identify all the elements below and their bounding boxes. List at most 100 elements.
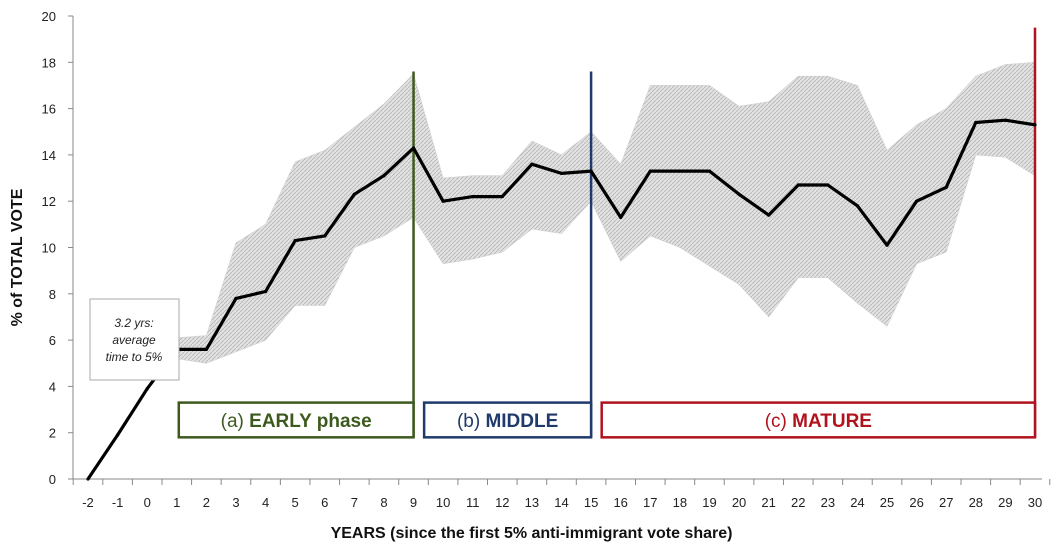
x-tick-label: 25: [880, 495, 894, 510]
phase-name: MATURE: [792, 411, 872, 432]
y-tick-label: 16: [42, 102, 56, 117]
data-point: [589, 169, 593, 173]
data-point: [1003, 118, 1008, 122]
y-tick-label: 2: [49, 426, 56, 441]
range-band-layer: [176, 61, 1036, 364]
data-point: [382, 174, 386, 178]
x-tick-label: 28: [969, 495, 983, 510]
x-tick-label: 10: [436, 495, 450, 510]
x-tick-label: 0: [144, 495, 151, 510]
data-point: [796, 183, 800, 187]
y-tick-label: 6: [49, 333, 56, 348]
data-point: [619, 215, 623, 220]
x-tick-label: 15: [584, 495, 598, 510]
series-line-layer: [86, 118, 1037, 481]
x-tick-label: 7: [351, 495, 358, 510]
data-point: [974, 120, 978, 125]
data-point: [885, 243, 889, 247]
y-tick-label: 14: [42, 148, 56, 163]
x-tick-label: 19: [702, 495, 716, 510]
x-tick-label: 21: [761, 495, 775, 510]
x-tick-label: 30: [1028, 495, 1042, 510]
phase-label: (a) EARLY phase: [221, 411, 372, 432]
data-point: [86, 477, 90, 481]
y-tick-label: 18: [42, 55, 56, 70]
data-point: [1033, 123, 1037, 127]
data-point: [441, 199, 445, 203]
data-point: [263, 289, 268, 294]
x-tick-label: -1: [112, 495, 124, 510]
annotation-layer: 3.2 yrs: average time to 5%: [89, 298, 180, 381]
annotation-line: 3.2 yrs:: [114, 316, 153, 330]
data-point: [648, 169, 652, 173]
x-tick-label: 13: [525, 495, 539, 510]
annotation-line: average: [112, 333, 156, 347]
data-point: [678, 169, 682, 173]
phase-name: MIDDLE: [485, 411, 558, 432]
data-point: [737, 192, 741, 196]
x-axis-title: YEARS (since the first 5% anti-immigrant…: [331, 525, 733, 542]
phase-letter: (b): [457, 411, 486, 432]
data-point: [944, 185, 948, 189]
phase-box: [177, 401, 415, 439]
data-point: [855, 204, 860, 208]
x-tick-label: 22: [791, 495, 805, 510]
phase-letter: (a): [221, 411, 250, 432]
x-tick-label: 3: [232, 495, 239, 510]
x-tick-label: 29: [998, 495, 1012, 510]
data-point: [234, 296, 238, 301]
data-point: [826, 183, 830, 187]
x-tick-label: 6: [321, 495, 328, 510]
x-tick-label: 12: [495, 495, 509, 510]
data-point: [145, 387, 149, 391]
data-point: [707, 169, 712, 173]
x-tick-label: 9: [410, 495, 417, 510]
x-tick-label: 17: [643, 495, 657, 510]
x-tick-label: 1: [173, 495, 180, 510]
data-point: [411, 146, 416, 150]
range-band: [176, 61, 1036, 364]
data-point: [352, 192, 356, 196]
x-tick-label: 20: [732, 495, 746, 510]
annotation-line: time to 5%: [106, 350, 163, 364]
data-point: [559, 171, 564, 176]
x-tick-label: 26: [909, 495, 923, 510]
y-tick-label: 12: [42, 194, 56, 209]
annotation-box: [89, 298, 180, 381]
data-point: [500, 194, 504, 199]
x-tick-label: 27: [939, 495, 953, 510]
x-tick-label: 23: [821, 495, 835, 510]
y-tick-label: 10: [42, 241, 56, 256]
x-tick-label: 2: [203, 495, 210, 510]
data-point: [767, 213, 771, 217]
phase-box: [422, 401, 593, 439]
y-tick-label: 8: [49, 287, 56, 302]
data-point: [471, 194, 475, 199]
x-tick-label: 11: [466, 495, 480, 510]
data-point: [915, 199, 919, 203]
x-tick-label: -2: [82, 495, 94, 510]
x-tick-label: 14: [554, 495, 568, 510]
phase-label: (c) MATURE: [765, 411, 872, 432]
data-point: [293, 238, 297, 243]
phase-label: (b) MIDDLE: [457, 411, 558, 432]
phase-name: EARLY phase: [249, 411, 372, 432]
data-point: [204, 347, 208, 351]
x-tick-label: 16: [613, 495, 627, 510]
x-tick-label: 18: [673, 495, 687, 510]
data-point: [115, 433, 120, 437]
phase-markers: (a) EARLY phase (b) MIDDLE (c) MATURE: [177, 27, 1037, 439]
x-tick-label: 8: [380, 495, 387, 510]
data-point: [323, 234, 327, 238]
x-tick-label: 24: [850, 495, 864, 510]
x-tick-label: 4: [262, 495, 269, 510]
phase-box: [600, 401, 1037, 439]
x-tick-label: 5: [292, 495, 299, 510]
phase-letter: (c): [765, 411, 792, 432]
y-tick-label: 4: [49, 379, 56, 394]
y-tick-label: 0: [49, 472, 56, 487]
data-point: [530, 162, 534, 166]
y-axis-title: % of TOTAL VOTE: [9, 188, 26, 326]
